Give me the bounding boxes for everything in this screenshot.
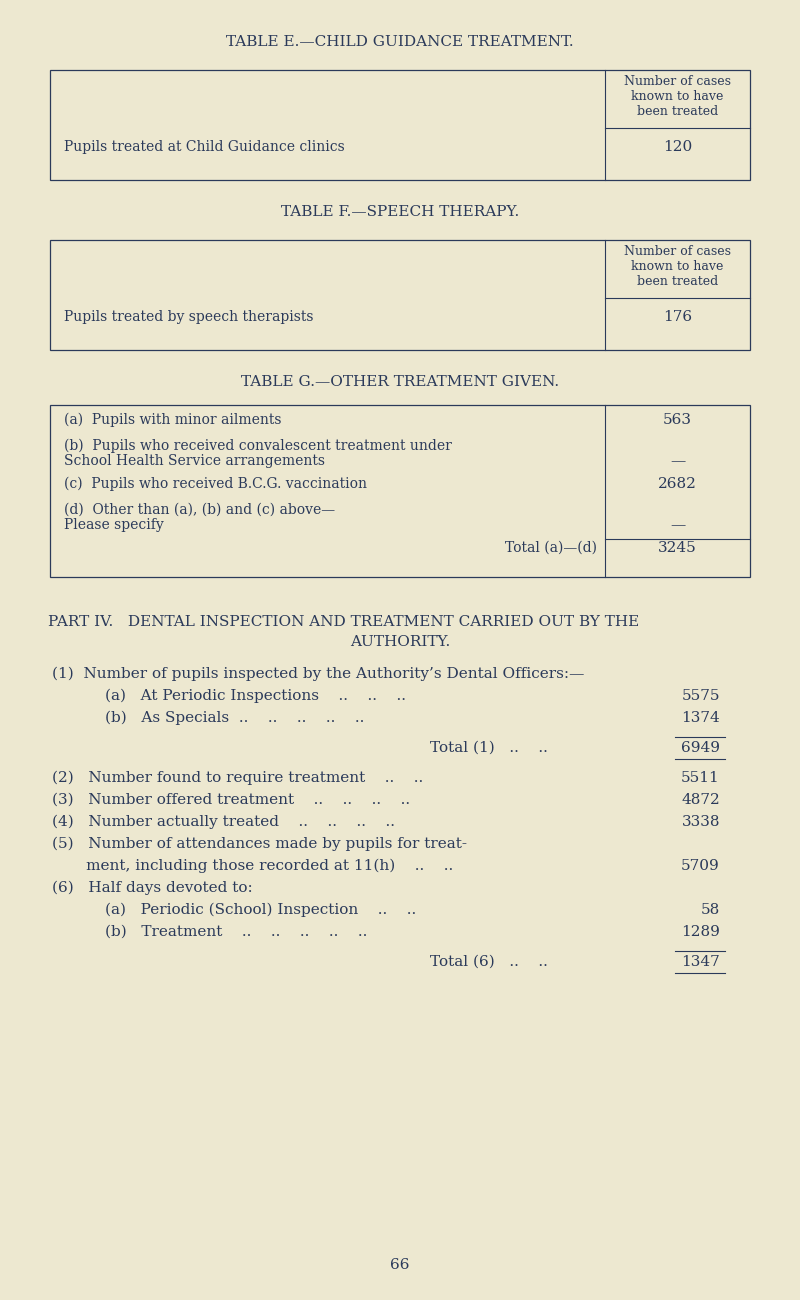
Text: 3338: 3338 [682, 815, 720, 829]
Text: 3245: 3245 [658, 541, 697, 555]
Text: —: — [670, 454, 685, 468]
Text: 5575: 5575 [682, 689, 720, 703]
Text: (3)   Number offered treatment    ..    ..    ..    ..: (3) Number offered treatment .. .. .. .. [52, 793, 410, 807]
Text: AUTHORITY.: AUTHORITY. [350, 634, 450, 649]
Text: 1374: 1374 [682, 711, 720, 725]
Text: 6949: 6949 [681, 741, 720, 755]
Text: TABLE F.—SPEECH THERAPY.: TABLE F.—SPEECH THERAPY. [281, 205, 519, 218]
Text: Pupils treated at Child Guidance clinics: Pupils treated at Child Guidance clinics [64, 140, 345, 153]
Text: (a)   Periodic (School) Inspection    ..    ..: (a) Periodic (School) Inspection .. .. [105, 903, 416, 918]
Text: Pupils treated by speech therapists: Pupils treated by speech therapists [64, 309, 314, 324]
Text: (1)  Number of pupils inspected by the Authority’s Dental Officers:—: (1) Number of pupils inspected by the Au… [52, 667, 584, 681]
Text: 563: 563 [663, 413, 692, 426]
Text: TABLE G.—OTHER TREATMENT GIVEN.: TABLE G.—OTHER TREATMENT GIVEN. [241, 374, 559, 389]
Text: Total (1)   ..    ..: Total (1) .. .. [430, 741, 548, 755]
Text: (b)   Treatment    ..    ..    ..    ..    ..: (b) Treatment .. .. .. .. .. [105, 926, 367, 939]
Text: 1347: 1347 [682, 956, 720, 968]
Text: 5511: 5511 [682, 771, 720, 785]
Text: (4)   Number actually treated    ..    ..    ..    ..: (4) Number actually treated .. .. .. .. [52, 815, 395, 829]
Text: 176: 176 [663, 309, 692, 324]
Text: (b)  Pupils who received convalescent treatment under: (b) Pupils who received convalescent tre… [64, 439, 452, 454]
Text: 2682: 2682 [658, 477, 697, 491]
Text: School Health Service arrangements: School Health Service arrangements [64, 454, 325, 468]
Text: (b)   As Specials  ..    ..    ..    ..    ..: (b) As Specials .. .. .. .. .. [105, 711, 364, 725]
Text: 120: 120 [663, 140, 692, 153]
Text: (2)   Number found to require treatment    ..    ..: (2) Number found to require treatment ..… [52, 771, 423, 785]
Text: 58: 58 [701, 903, 720, 916]
Text: 1289: 1289 [681, 926, 720, 939]
Text: 66: 66 [390, 1258, 410, 1271]
Text: ment, including those recorded at 11(h)    ..    ..: ment, including those recorded at 11(h) … [52, 859, 454, 874]
Text: 4872: 4872 [682, 793, 720, 807]
Text: (a)   At Periodic Inspections    ..    ..    ..: (a) At Periodic Inspections .. .. .. [105, 689, 406, 703]
Bar [50, 70, 750, 179]
Text: —: — [670, 517, 685, 532]
Bar [50, 406, 750, 577]
Text: Total (6)   ..    ..: Total (6) .. .. [430, 956, 548, 968]
Text: PART IV.   DENTAL INSPECTION AND TREATMENT CARRIED OUT BY THE: PART IV. DENTAL INSPECTION AND TREATMENT… [48, 615, 639, 629]
Text: Number of cases
known to have
been treated: Number of cases known to have been treat… [624, 244, 731, 289]
Text: TABLE E.—CHILD GUIDANCE TREATMENT.: TABLE E.—CHILD GUIDANCE TREATMENT. [226, 35, 574, 49]
Text: Number of cases
known to have
been treated: Number of cases known to have been treat… [624, 75, 731, 118]
Text: (a)  Pupils with minor ailments: (a) Pupils with minor ailments [64, 413, 282, 428]
Text: (d)  Other than (a), (b) and (c) above—: (d) Other than (a), (b) and (c) above— [64, 503, 335, 517]
Text: 5709: 5709 [682, 859, 720, 874]
Text: (5)   Number of attendances made by pupils for treat-: (5) Number of attendances made by pupils… [52, 837, 467, 852]
Text: (c)  Pupils who received B.C.G. vaccination: (c) Pupils who received B.C.G. vaccinati… [64, 477, 367, 491]
Bar [50, 240, 750, 350]
Text: Total (a)—(d): Total (a)—(d) [505, 541, 597, 555]
Text: (6)   Half days devoted to:: (6) Half days devoted to: [52, 881, 253, 896]
Text: Please specify: Please specify [64, 517, 164, 532]
